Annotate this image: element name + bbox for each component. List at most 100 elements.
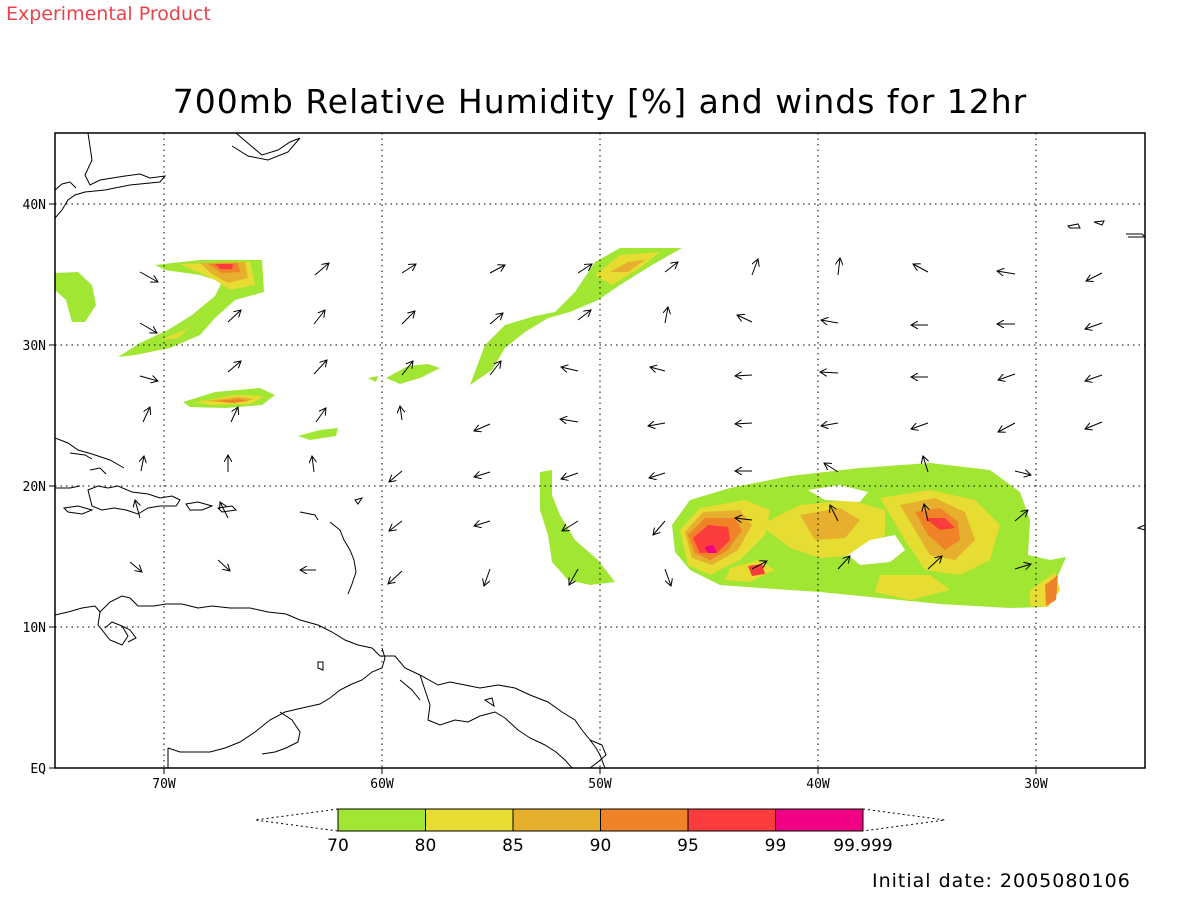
wind-arrow	[911, 422, 929, 429]
wind-arrow	[401, 264, 416, 274]
wind-arrow	[830, 505, 839, 522]
wind-arrow	[1014, 510, 1028, 522]
lat-tick-label: 10N	[23, 621, 46, 636]
wind-arrow	[924, 504, 928, 522]
wind-arrow	[664, 262, 678, 273]
humidity-region-west-blob	[55, 272, 96, 322]
wind-arrow	[735, 518, 753, 520]
wind-arrow	[388, 570, 403, 584]
wind-arrow	[1086, 272, 1103, 281]
wind-arrow	[312, 456, 314, 473]
wind-arrow	[142, 407, 150, 423]
wind-arrow	[737, 315, 753, 323]
wind-arrow	[217, 559, 230, 571]
wind-arrow	[1014, 564, 1031, 569]
lon-tick-label: 60W	[370, 777, 394, 792]
wind-arrow	[560, 419, 579, 422]
wind-arrow	[1085, 421, 1103, 429]
wind-arrow	[1014, 471, 1031, 475]
wind-arrow	[927, 556, 942, 570]
experimental-product-label: Experimental Product	[6, 3, 211, 25]
wind-arrow	[135, 500, 140, 519]
wind-arrow	[751, 561, 767, 570]
humidity-contours	[55, 248, 1066, 608]
wind-arrow	[997, 271, 1016, 274]
wind-arrow	[227, 310, 241, 323]
wind-arrow	[489, 313, 503, 325]
wind-arrow	[313, 310, 325, 325]
wind-arrow	[220, 502, 229, 519]
colorbar-left-extension	[254, 808, 339, 832]
lat-tick-label: 30N	[23, 339, 46, 354]
wind-arrow	[569, 568, 579, 585]
wind-arrow	[998, 422, 1016, 432]
colorbar-label: 95	[677, 836, 699, 856]
colorbar-swatch	[687, 808, 776, 832]
wind-arrow	[821, 423, 839, 426]
colorbar-swatch	[425, 808, 514, 832]
wind-arrow	[913, 264, 929, 273]
lat-tick-label: EQ	[30, 762, 46, 777]
wind-arrow	[474, 472, 491, 477]
wind-arrow	[139, 376, 158, 381]
wind-arrow	[129, 561, 142, 572]
wind-arrow	[484, 568, 491, 586]
wind-arrow	[1085, 374, 1103, 381]
cuba-hispaniola	[55, 437, 125, 469]
lat-tick-label: 20N	[23, 480, 46, 495]
wind-arrow	[474, 521, 491, 526]
lon-tick-label: 70W	[152, 777, 176, 792]
wind-arrow	[315, 408, 326, 423]
wind-arrow	[650, 367, 666, 371]
wind-arrow	[649, 473, 666, 478]
wind-arrow	[561, 367, 579, 371]
wind-arrow	[577, 310, 591, 321]
lon-tick-label: 40W	[806, 777, 830, 792]
colorbar-swatch	[775, 808, 864, 832]
lon-tick-label: 30W	[1024, 777, 1048, 792]
colorbar-label: 70	[327, 836, 349, 856]
colorbar-swatch	[337, 808, 426, 832]
colorbar-swatch	[512, 808, 601, 832]
colorbar-legend: 70 80 85 90 95 99 99.999	[254, 808, 946, 856]
humidity-region-vertical-streak	[540, 470, 615, 585]
wind-arrow	[577, 264, 592, 274]
wind-arrow	[389, 470, 403, 482]
colorbar-label: 85	[502, 836, 524, 856]
wind-arrow	[562, 520, 579, 531]
wind-arrow	[489, 361, 501, 376]
graticule	[55, 133, 1145, 768]
wind-arrow	[313, 360, 327, 375]
wind-arrow	[489, 265, 505, 274]
wind-arrow	[824, 463, 839, 473]
wind-arrow	[561, 472, 579, 479]
colorbar-label: 99	[765, 836, 787, 856]
wind-arrow	[837, 556, 850, 570]
wind-arrow	[141, 456, 144, 472]
wind-arrow	[139, 271, 158, 282]
colorbar-label: 99.999	[833, 836, 892, 856]
wind-arrow	[227, 361, 241, 373]
colorbar-label: 90	[590, 836, 612, 856]
colorbar-label: 80	[415, 836, 437, 856]
wind-arrow	[821, 320, 839, 323]
axis-labels: 70W 60W 50W 40W 30W EQ 10N 20N 30N 40N	[23, 198, 1048, 792]
wind-arrow	[400, 406, 402, 421]
wind-vectors	[129, 258, 1103, 586]
wind-arrow	[923, 456, 928, 473]
wind-arrow	[389, 520, 403, 531]
north-america-coast	[55, 133, 167, 219]
wind-arrow	[139, 322, 157, 333]
wind-arrow	[665, 307, 668, 324]
wind-arrow	[401, 361, 413, 376]
wind-arrow	[735, 375, 753, 376]
humidity-region-diagonal-streak	[470, 248, 682, 385]
lat-tick-label: 40N	[23, 198, 46, 213]
colorbar-swatch	[600, 808, 689, 832]
wind-arrow	[735, 423, 753, 424]
wind-arrow	[998, 373, 1016, 380]
wind-arrow	[474, 423, 491, 431]
wind-arrow	[838, 258, 840, 276]
map-title: 700mb Relative Humidity [%] and winds fo…	[172, 82, 1028, 121]
